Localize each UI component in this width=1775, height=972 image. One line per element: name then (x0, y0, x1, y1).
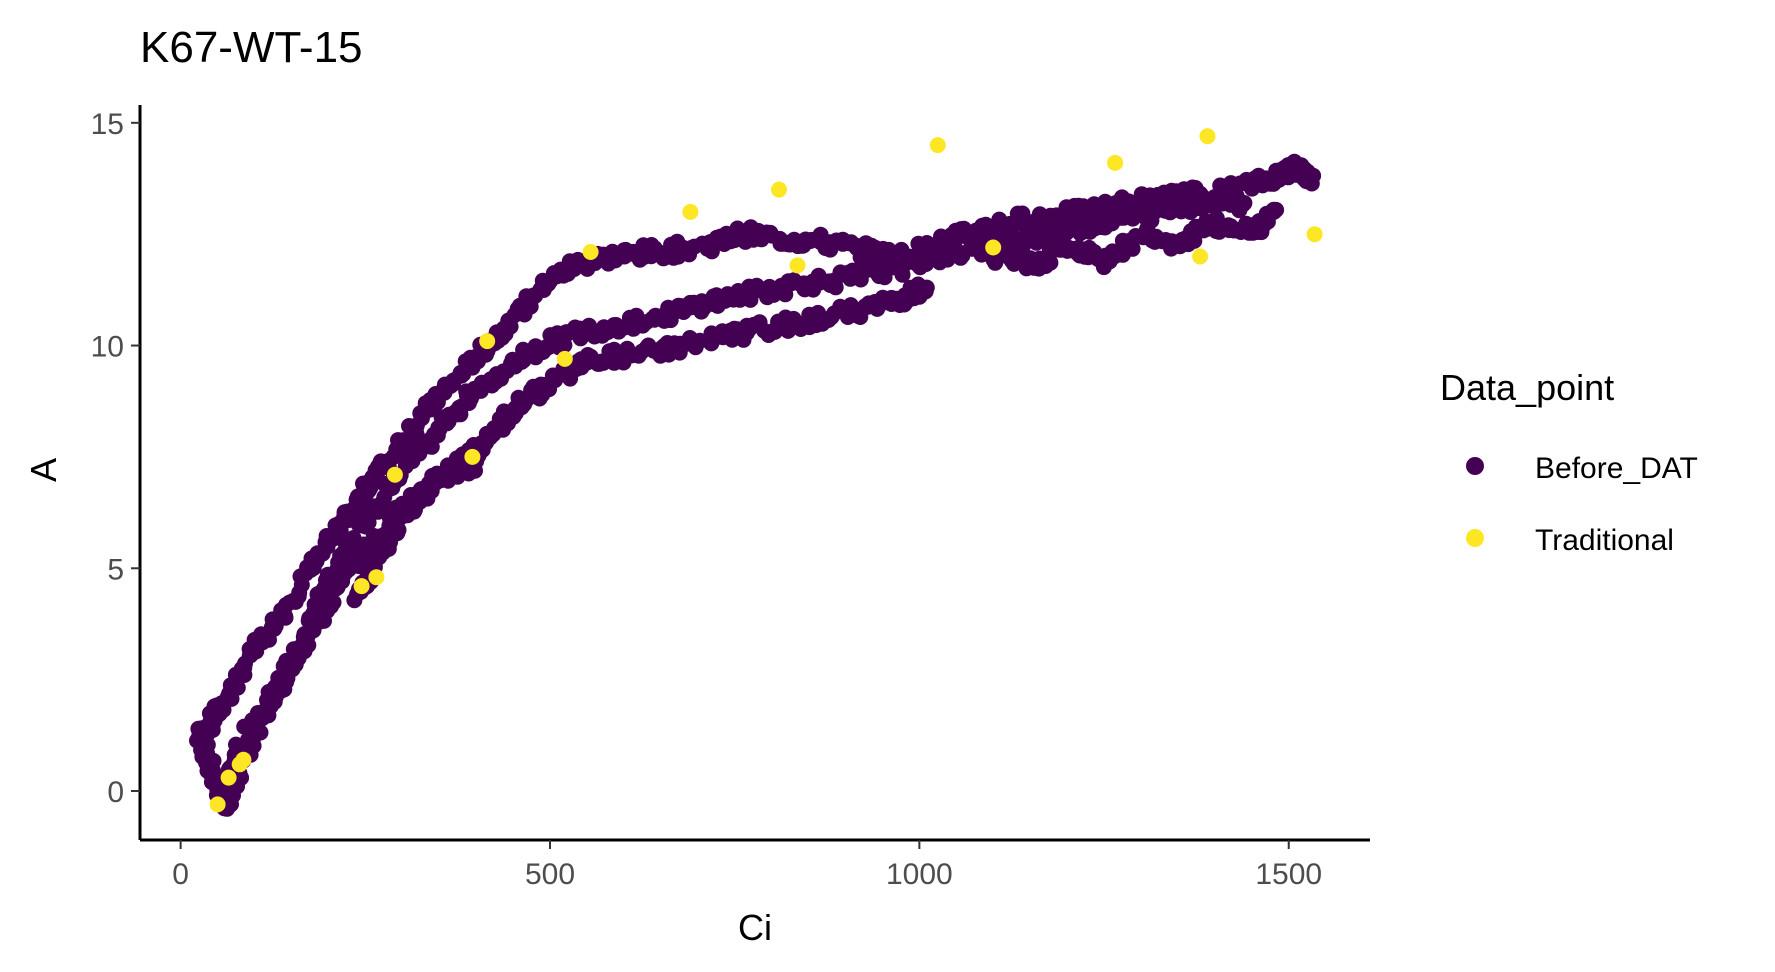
legend-marker-traditional (1466, 529, 1484, 547)
points-layer (189, 128, 1323, 817)
traditional-point (1107, 154, 1124, 171)
before-dat-point (1111, 244, 1128, 261)
before-dat-point (1266, 203, 1282, 220)
traditional-point (353, 578, 370, 595)
traditional-point (556, 350, 573, 367)
before-dat-point (276, 673, 293, 690)
plot-title: K67-WT-15 (140, 23, 363, 72)
traditional-point (209, 796, 226, 813)
before-dat-point (255, 704, 272, 720)
traditional-point (1306, 226, 1323, 243)
x-tick-label: 1500 (1255, 858, 1322, 891)
traditional-point (386, 466, 403, 483)
traditional-point (682, 203, 699, 220)
x-axis-title: Ci (738, 907, 772, 948)
x-tick-label: 1000 (886, 858, 953, 891)
y-axis-title: A (23, 458, 64, 482)
y-tick-label: 5 (107, 553, 124, 586)
y-tick-label: 15 (91, 108, 124, 141)
traditional-point (368, 569, 385, 586)
traditional-point (771, 181, 787, 198)
before-dat-point (1042, 254, 1059, 271)
before-dat-point (453, 367, 470, 384)
y-tick-label: 0 (107, 776, 124, 809)
traditional-point (582, 244, 599, 260)
legend-label-traditional: Traditional (1535, 524, 1674, 557)
before-dat-point (918, 279, 935, 296)
before-dat-point (556, 337, 573, 354)
x-tick-label: 0 (172, 858, 189, 891)
traditional-point (1192, 248, 1209, 265)
before-dat-point (1223, 188, 1240, 205)
x-axis-ticks: 0 500 1000 1500 (172, 840, 1322, 891)
traditional-point (479, 333, 496, 350)
before-dat-point (1302, 172, 1319, 189)
before-dat-point (419, 490, 436, 507)
traditional-point (929, 137, 946, 154)
before-dat-point (1186, 232, 1203, 249)
x-tick-label: 500 (525, 858, 575, 891)
y-tick-label: 10 (91, 331, 124, 364)
traditional-point (789, 257, 806, 274)
traditional-point (1199, 128, 1216, 145)
legend-title: Data_point (1440, 367, 1614, 408)
before-dat-point (1011, 206, 1028, 223)
legend-marker-before-dat (1466, 457, 1484, 475)
before-dat-point (229, 679, 246, 696)
before-dat-point (502, 318, 519, 335)
before-dat-point (325, 594, 342, 611)
traditional-point (464, 448, 481, 465)
y-axis-ticks: 0 5 10 15 (91, 108, 140, 809)
traditional-point (985, 239, 1002, 256)
legend-label-before-dat: Before_DAT (1535, 452, 1698, 485)
traditional-point (235, 751, 252, 768)
legend: Data_point Before_DAT Traditional (1440, 367, 1698, 557)
before-dat-point (1236, 195, 1253, 211)
traditional-point (220, 769, 237, 786)
